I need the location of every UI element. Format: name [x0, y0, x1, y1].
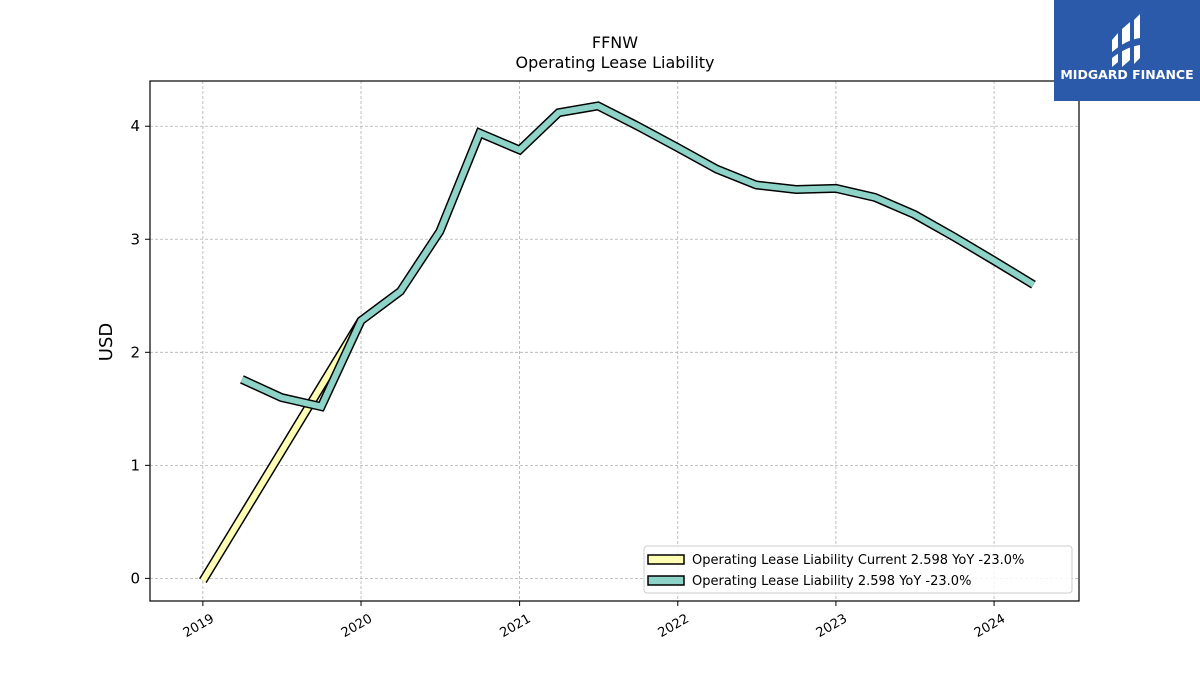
x-tick-label: 2020: [339, 611, 375, 641]
y-tick-label: 3: [130, 230, 140, 248]
logo-text: MIDGARD FINANCE: [1060, 67, 1194, 82]
series-group: [199, 101, 1036, 584]
y-tick-label: 4: [130, 117, 140, 135]
brand-logo: MIDGARD FINANCE: [1054, 0, 1200, 101]
x-tick-label: 2019: [181, 611, 217, 641]
chart-subtitle: Operating Lease Liability: [515, 53, 714, 72]
y-tick-label: 0: [130, 569, 140, 587]
x-tick-label: 2023: [814, 611, 850, 641]
logo-monogram-icon: [1112, 14, 1140, 67]
series-line-1: [200, 319, 364, 583]
legend-swatch-1: [647, 554, 685, 565]
legend: Operating Lease Liability Current 2.598 …: [643, 545, 1073, 594]
y-axis-label: USD: [96, 323, 117, 361]
chart-title: FFNW: [592, 33, 638, 52]
legend-label-1: Operating Lease Liability Current 2.598 …: [692, 553, 1024, 568]
x-tick-label: 2022: [656, 611, 692, 641]
x-tick-label: 2021: [497, 611, 533, 641]
legend-label-2: Operating Lease Liability 2.598 YoY -23.…: [692, 574, 971, 589]
legend-box: [643, 545, 1073, 594]
y-tick-label: 2: [130, 343, 140, 361]
legend-swatch-2: [647, 575, 685, 586]
y-tick-label: 1: [130, 456, 140, 474]
plot-frame: [149, 80, 1080, 602]
series-line-2: [240, 102, 1036, 411]
grid: [150, 81, 1079, 601]
x-tick-label: 2024: [972, 611, 1008, 641]
